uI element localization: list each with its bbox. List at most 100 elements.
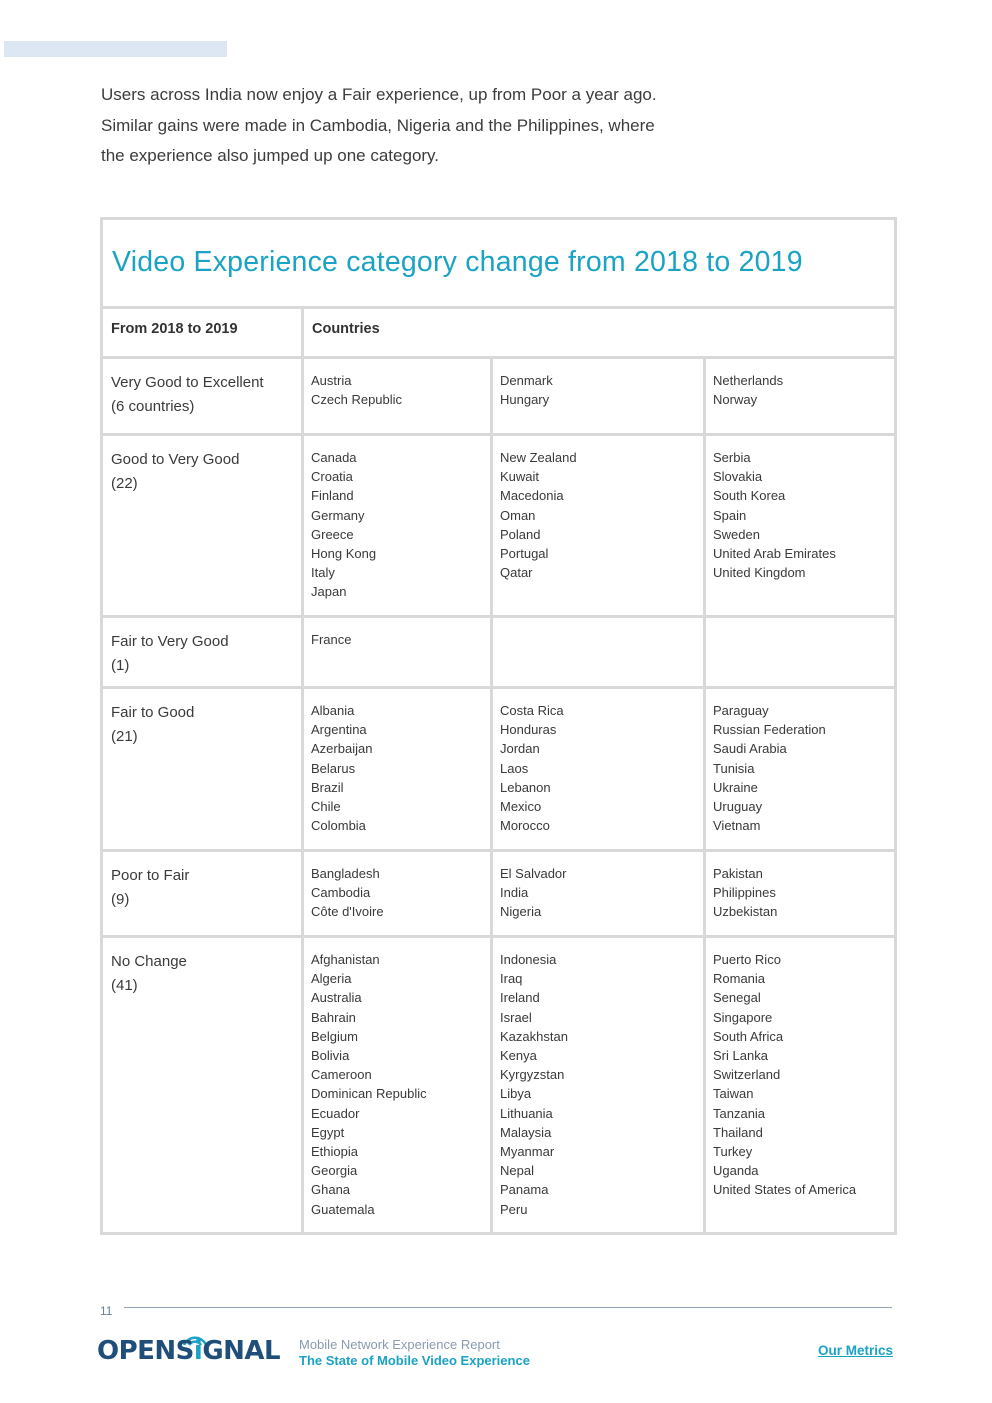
intro-line: Similar gains were made in Cambodia, Nig…: [101, 115, 655, 135]
countries-cell: [490, 615, 706, 689]
category-count: (41): [111, 977, 138, 994]
country-list: Afghanistan Algeria Australia Bahrain Belgiu…: [304, 938, 490, 1219]
country-list: [493, 618, 703, 630]
country-name: Ukraine: [713, 779, 758, 795]
country-name: Belarus: [311, 760, 356, 776]
country-name: Portugal: [500, 546, 549, 562]
countries-cell: Indonesia Iraq Ireland Israel Kazakhstan Keny…: [490, 935, 706, 1235]
countries-cell: Pakistan Philippines Uzbekistan: [702, 849, 898, 938]
category-label: No Change: [111, 953, 187, 970]
countries-cell: Paraguay Russian Federation Saudi Arabia Tu…: [702, 686, 898, 852]
countries-cell: Bangladesh Cambodia Côte d'Ivoire: [301, 849, 493, 938]
country-name: Senegal: [713, 990, 761, 1006]
report-subtitle: The State of Mobile Video Experience: [299, 1353, 530, 1368]
table-row: Fair to Good (21) Albania Argentina Azerbaij…: [100, 686, 898, 852]
category-cell: Very Good to Excellent (6 countries): [100, 356, 304, 436]
countries-cell: Denmark Hungary: [490, 356, 706, 436]
country-name: Ghana: [311, 1182, 351, 1198]
country-name: Hong Kong: [311, 546, 377, 562]
countries-cell: Netherlands Norway: [702, 356, 898, 436]
country-name: Honduras: [500, 722, 557, 738]
country-name: Cameroon: [311, 1067, 372, 1083]
country-name: Taiwan: [713, 1086, 754, 1102]
country-name: Georgia: [311, 1163, 358, 1179]
country-name: Philippines: [713, 885, 776, 901]
category-cell: No Change (41): [100, 935, 304, 1235]
countries-cell: New Zealand Kuwait Macedonia Oman Poland Port…: [490, 433, 706, 618]
category-label: Very Good to Excellent: [111, 374, 264, 391]
countries-cell: Afghanistan Algeria Australia Bahrain Belgiu…: [301, 935, 493, 1235]
country-name: Tanzania: [713, 1105, 766, 1121]
country-list: El Salvador India Nigeria: [493, 852, 703, 922]
country-name: Morocco: [500, 818, 550, 834]
country-name: Netherlands: [713, 373, 784, 388]
country-name: Jordan: [500, 741, 540, 757]
countries-cell: Albania Argentina Azerbaijan Belarus Brazil C…: [301, 686, 493, 852]
country-list: Canada Croatia Finland Germany Greece Hong Ko…: [304, 436, 490, 602]
country-name: Germany: [311, 507, 365, 523]
table-row: Fair to Very Good (1) France: [100, 615, 898, 689]
header-decoration-bar: [4, 41, 227, 57]
category-label: Good to Very Good: [111, 451, 240, 468]
country-name: Lebanon: [500, 779, 551, 795]
country-name: Vietnam: [713, 818, 761, 834]
country-name: South Africa: [713, 1028, 784, 1044]
country-name: Guatemala: [311, 1201, 375, 1217]
country-name: Russian Federation: [713, 722, 826, 738]
country-name: Colombia: [311, 818, 366, 834]
category-cell: Fair to Good (21): [100, 686, 304, 852]
country-name: Iraq: [500, 971, 523, 987]
logo-wordmark: OPENSiGNAL: [97, 1336, 281, 1366]
category-count: (21): [111, 728, 138, 745]
country-name: Sweden: [713, 526, 760, 542]
country-name: Paraguay: [713, 703, 769, 718]
country-name: Ecuador: [311, 1105, 360, 1121]
country-name: Pakistan: [713, 866, 763, 881]
country-name: United States of America: [713, 1182, 857, 1198]
our-metrics-link[interactable]: Our Metrics: [818, 1343, 894, 1358]
header-cell-countries: Countries: [300, 306, 898, 359]
country-name: Indonesia: [500, 952, 557, 967]
country-list: Costa Rica Honduras Jordan Laos Lebanon Mexic…: [493, 689, 703, 835]
countries-cell: France: [301, 615, 493, 689]
country-name: Thailand: [713, 1124, 763, 1140]
country-name: Italy: [311, 565, 335, 581]
country-name: Azerbaijan: [311, 741, 373, 757]
country-list: Denmark Hungary: [493, 359, 703, 409]
page-number: 11: [100, 1304, 113, 1318]
category-cell: Poor to Fair (9): [100, 849, 304, 938]
table-row: Poor to Fair (9) Bangladesh Cambodia Côte d'…: [100, 849, 898, 938]
country-name: El Salvador: [500, 866, 567, 881]
country-list: Paraguay Russian Federation Saudi Arabia Tu…: [706, 689, 894, 835]
country-name: Nigeria: [500, 904, 542, 920]
country-name: Canada: [311, 450, 357, 465]
country-name: Macedonia: [500, 488, 564, 504]
category-cell: Fair to Very Good (1): [100, 615, 304, 689]
country-name: Hungary: [500, 392, 550, 408]
countries-cell: Austria Czech Republic: [301, 356, 493, 436]
country-list: Puerto Rico Romania Senegal Singapore South …: [706, 938, 894, 1200]
country-name: Turkey: [713, 1144, 753, 1160]
country-name: Uruguay: [713, 799, 763, 815]
country-list: New Zealand Kuwait Macedonia Oman Poland Port…: [493, 436, 703, 582]
country-list: Indonesia Iraq Ireland Israel Kazakhstan Keny…: [493, 938, 703, 1219]
countries-cell: Canada Croatia Finland Germany Greece Hong Ko…: [301, 433, 493, 618]
table-row: Good to Very Good (22) Canada Croatia Finlan…: [100, 433, 898, 618]
intro-paragraph: Users across India now enjoy a Fair expe…: [101, 80, 661, 172]
country-name: Libya: [500, 1086, 532, 1102]
country-name: South Korea: [713, 488, 786, 504]
country-name: United Kingdom: [713, 565, 806, 581]
country-name: Spain: [713, 507, 747, 523]
category-count: (1): [111, 657, 130, 674]
country-name: Laos: [500, 760, 529, 776]
opensignal-logo: OPENSiGNAL: [97, 1336, 282, 1370]
country-list: Netherlands Norway: [706, 359, 894, 409]
country-name: Mexico: [500, 799, 542, 815]
country-name: Puerto Rico: [713, 952, 781, 967]
country-name: United Arab Emirates: [713, 546, 836, 562]
country-name: Croatia: [311, 469, 353, 485]
category-label: Poor to Fair: [111, 867, 190, 884]
country-name: India: [500, 885, 529, 901]
country-name: Poland: [500, 526, 541, 542]
country-name: Denmark: [500, 373, 553, 388]
